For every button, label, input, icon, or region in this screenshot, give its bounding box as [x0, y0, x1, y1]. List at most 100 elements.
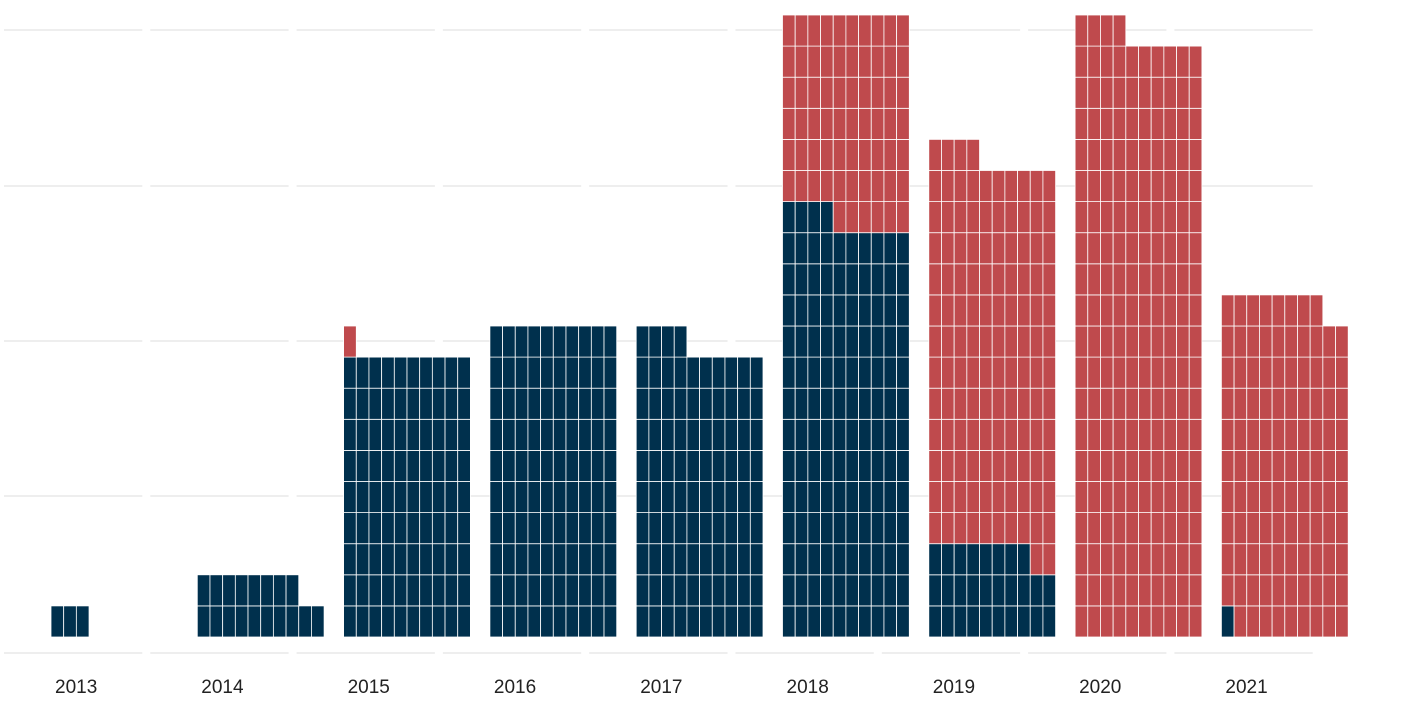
waffle-cell-red-2019 [1042, 263, 1057, 296]
waffle-cell-red-2021 [1297, 325, 1311, 358]
waffle-cell-red-2019 [941, 356, 955, 389]
waffle-cell-blue-2018 [858, 481, 872, 514]
waffle-cell-blue-2017 [635, 356, 650, 389]
waffle-cell-blue-2016 [590, 356, 605, 389]
waffle-cell-blue-2018 [896, 605, 910, 638]
waffle-cell-blue-2017 [661, 512, 675, 545]
waffle-cell-red-2020 [1138, 45, 1152, 78]
waffle-cell-blue-2016 [489, 449, 503, 482]
waffle-cell-blue-2015 [431, 543, 446, 576]
waffle-cell-blue-2018 [870, 356, 885, 389]
waffle-cell-blue-2017 [686, 605, 700, 638]
waffle-cell-blue-2017 [749, 449, 764, 482]
waffle-cell-red-2019 [979, 325, 993, 358]
waffle-cell-blue-2016 [552, 325, 567, 358]
x-tick-label: 2014 [201, 677, 244, 698]
waffle-cell-red-2021 [1297, 605, 1311, 638]
waffle-cell-blue-2017 [749, 387, 764, 420]
waffle-cell-red-2020 [1138, 356, 1152, 389]
waffle-cell-red-2018 [807, 76, 821, 109]
waffle-cell-blue-2016 [565, 481, 580, 514]
waffle-cell-red-2020 [1112, 325, 1127, 358]
waffle-cell-blue-2018 [782, 512, 796, 545]
waffle-cell-blue-2015 [431, 605, 446, 638]
x-tick-label: 2020 [1079, 677, 1121, 698]
waffle-cell-blue-2019 [966, 605, 980, 638]
waffle-cell-red-2020 [1100, 387, 1114, 420]
waffle-cell-red-2019 [928, 138, 942, 171]
waffle-cell-red-2021 [1335, 543, 1349, 576]
waffle-cell-red-2019 [1042, 387, 1057, 420]
waffle-cell-red-2020 [1150, 605, 1165, 638]
waffle-cell-blue-2018 [820, 387, 834, 420]
waffle-cell-red-2020 [1150, 263, 1165, 296]
waffle-cell-blue-2017 [749, 543, 764, 576]
waffle-cell-blue-2015 [355, 512, 370, 545]
waffle-cell-blue-2014 [285, 574, 300, 607]
waffle-cell-blue-2018 [858, 449, 872, 482]
waffle-cell-red-2021 [1271, 418, 1286, 451]
waffle-cell-red-2018 [820, 107, 834, 140]
waffle-cell-red-2018 [807, 138, 821, 171]
waffle-cell-blue-2015 [368, 449, 383, 482]
waffle-cell-blue-2018 [807, 512, 821, 545]
waffle-cell-blue-2016 [578, 512, 592, 545]
waffle-cell-blue-2018 [896, 418, 910, 451]
waffle-cell-red-2019 [1017, 512, 1031, 545]
waffle-cell-red-2020 [1087, 574, 1101, 607]
waffle-cell-blue-2018 [782, 418, 796, 451]
waffle-cell-blue-2015 [406, 418, 421, 451]
waffle-cell-red-2021 [1335, 481, 1349, 514]
waffle-cell-blue-2015 [368, 543, 383, 576]
waffle-cell-red-2020 [1150, 356, 1165, 389]
waffle-cell-blue-2018 [794, 356, 809, 389]
waffle-cell-blue-2018 [782, 449, 796, 482]
waffle-cell-blue-2016 [590, 481, 605, 514]
waffle-cell-blue-2018 [794, 543, 809, 576]
waffle-cell-blue-2016 [514, 481, 529, 514]
waffle-cell-blue-2017 [711, 481, 726, 514]
waffle-cell-blue-2018 [832, 294, 847, 327]
x-tick-label: 2015 [348, 677, 390, 698]
waffle-cell-red-2018 [858, 76, 872, 109]
waffle-cell-blue-2019 [1017, 574, 1031, 607]
waffle-cell-blue-2015 [431, 574, 446, 607]
waffle-cell-red-2019 [928, 170, 942, 203]
waffle-cell-red-2021 [1322, 543, 1336, 576]
waffle-cell-blue-2015 [406, 387, 421, 420]
waffle-cell-red-2018 [782, 76, 796, 109]
waffle-cell-blue-2017 [673, 605, 688, 638]
waffle-cell-blue-2016 [502, 418, 516, 451]
waffle-cell-blue-2018 [870, 605, 885, 638]
waffle-cell-red-2020 [1150, 76, 1165, 109]
waffle-cell-red-2021 [1284, 512, 1298, 545]
waffle-cell-red-2018 [858, 45, 872, 78]
waffle-cell-blue-2015 [444, 543, 459, 576]
waffle-cell-red-2020 [1188, 325, 1203, 358]
waffle-cell-blue-2018 [782, 574, 796, 607]
waffle-cell-red-2021 [1322, 512, 1336, 545]
waffle-cell-red-2020 [1138, 138, 1152, 171]
waffle-cell-blue-2018 [870, 512, 885, 545]
waffle-cell-red-2021 [1284, 574, 1298, 607]
waffle-cell-red-2019 [941, 201, 955, 234]
waffle-cell-blue-2016 [540, 325, 554, 358]
waffle-cell-red-2020 [1100, 449, 1114, 482]
waffle-cell-red-2020 [1150, 107, 1165, 140]
waffle-cell-blue-2016 [603, 574, 618, 607]
waffle-cell-red-2019 [979, 481, 993, 514]
waffle-cell-red-2019 [966, 512, 980, 545]
waffle-cell-blue-2018 [883, 605, 898, 638]
waffle-cell-red-2019 [953, 201, 968, 234]
waffle-cell-red-2019 [941, 232, 955, 265]
waffle-cell-red-2018 [794, 76, 809, 109]
waffle-cell-red-2020 [1112, 201, 1127, 234]
waffle-cell-red-2021 [1271, 449, 1286, 482]
waffle-cell-blue-2014 [196, 574, 211, 607]
waffle-cell-blue-2017 [711, 418, 726, 451]
waffle-cell-red-2019 [928, 512, 942, 545]
waffle-cell-red-2021 [1297, 356, 1311, 389]
waffle-cell-red-2021 [1297, 418, 1311, 451]
waffle-cell-blue-2018 [883, 418, 898, 451]
